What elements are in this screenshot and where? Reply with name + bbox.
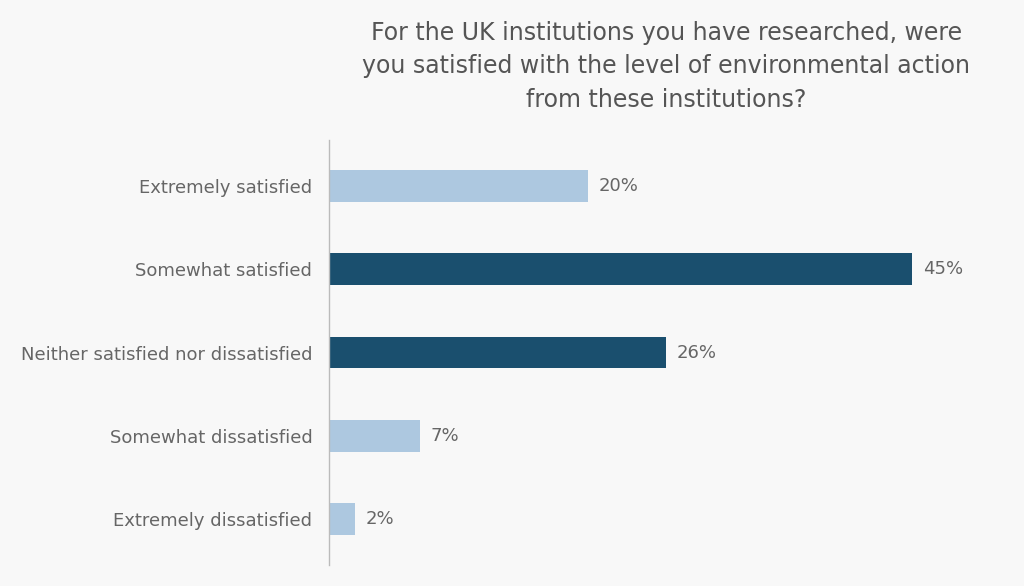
- Bar: [329, 337, 666, 369]
- Title: For the UK institutions you have researched, were
you satisfied with the level o: For the UK institutions you have researc…: [362, 21, 970, 112]
- Bar: [329, 254, 912, 285]
- Text: 7%: 7%: [430, 427, 459, 445]
- Bar: [329, 420, 420, 452]
- Text: 20%: 20%: [599, 177, 639, 195]
- Text: 2%: 2%: [366, 510, 394, 529]
- Bar: [329, 170, 589, 202]
- Bar: [329, 503, 355, 535]
- Text: 45%: 45%: [923, 260, 963, 278]
- Text: 26%: 26%: [677, 343, 717, 362]
